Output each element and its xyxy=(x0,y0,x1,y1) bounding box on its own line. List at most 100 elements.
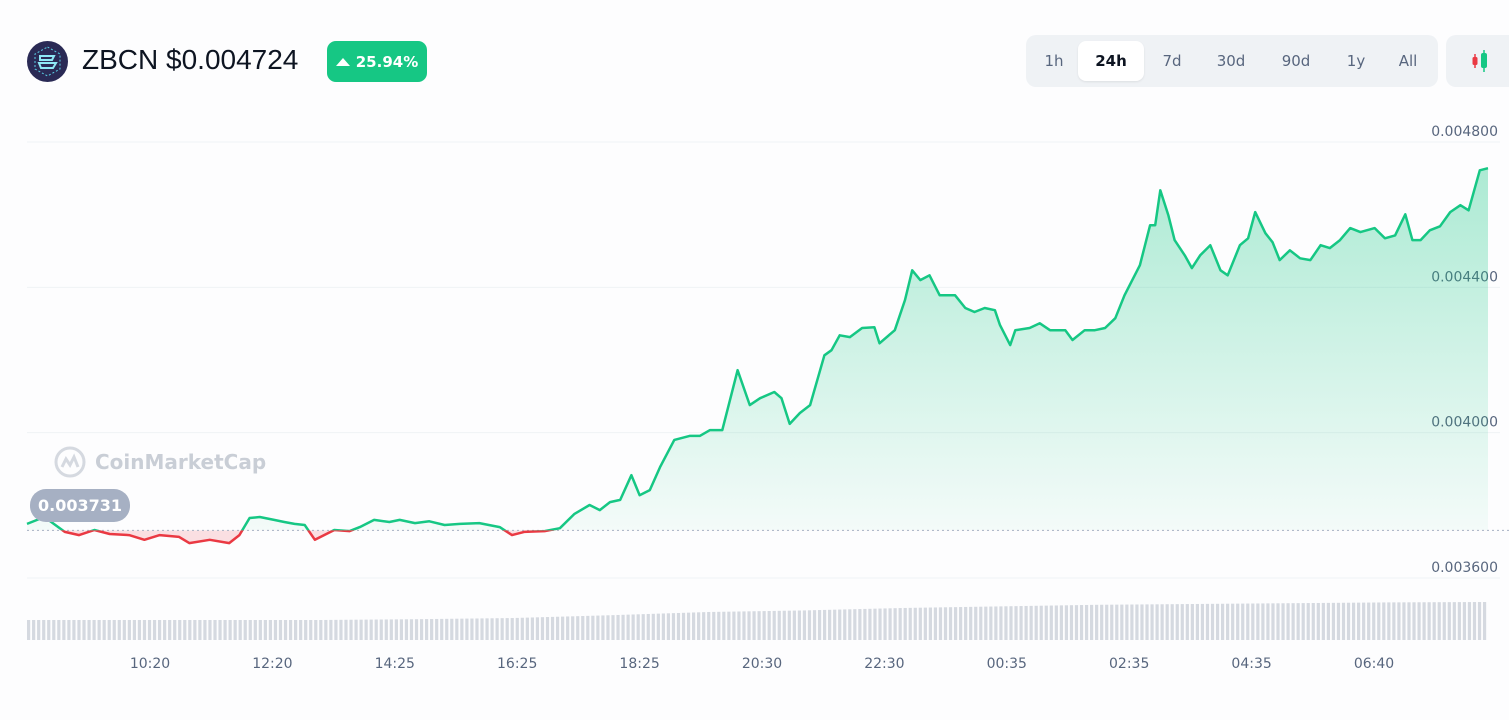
volume-bar xyxy=(399,619,404,640)
volume-bar xyxy=(530,617,534,640)
volume-bar xyxy=(712,611,716,640)
volume-bar xyxy=(616,614,620,640)
tab-1y[interactable]: 1y xyxy=(1346,52,1366,70)
volume-bar xyxy=(1160,604,1164,640)
volume-bar xyxy=(1140,604,1144,640)
volume-bar xyxy=(1251,603,1255,640)
volume-bar xyxy=(515,617,519,640)
volume-bar xyxy=(661,613,665,640)
volume-bar xyxy=(596,615,600,640)
tab-7d[interactable]: 7d xyxy=(1162,52,1182,70)
volume-bar xyxy=(1130,604,1134,640)
volume-bar xyxy=(757,611,761,640)
volume-bar xyxy=(52,620,56,640)
volume-bar xyxy=(1054,605,1058,640)
volume-bar xyxy=(364,619,368,640)
volume-bar xyxy=(117,620,121,640)
price-line-down xyxy=(60,530,555,545)
volume-bar xyxy=(601,615,605,640)
volume-bar xyxy=(455,618,459,640)
volume-bar xyxy=(1220,603,1225,640)
volume-bar xyxy=(853,609,857,640)
volume-bar xyxy=(137,620,142,640)
volume-bar xyxy=(707,611,711,640)
chart-type-button[interactable] xyxy=(1446,35,1509,87)
volume-bar xyxy=(1246,603,1250,640)
volume-bar xyxy=(450,618,454,640)
volume-bar xyxy=(540,617,545,640)
volume-bar xyxy=(843,609,847,640)
volume-bar xyxy=(309,620,313,640)
coin-symbol: ZBCN xyxy=(82,44,159,75)
x-tick-label: 16:25 xyxy=(497,656,537,672)
volume-bar xyxy=(1442,602,1446,640)
volume-bar xyxy=(833,609,837,640)
volume-bar xyxy=(465,618,469,640)
price-area-up xyxy=(27,168,1488,531)
x-tick-label: 22:30 xyxy=(864,656,904,672)
volume-bar xyxy=(329,619,333,640)
volume-bar xyxy=(213,620,217,640)
volume-bar xyxy=(319,619,323,640)
volume-bar xyxy=(1210,603,1215,640)
volume-bar xyxy=(168,620,172,640)
volume-bar xyxy=(1190,604,1194,640)
tab-90d[interactable]: 90d xyxy=(1281,52,1311,70)
x-tick-label: 06:40 xyxy=(1354,656,1394,672)
volume-bar xyxy=(1286,603,1290,640)
volume-bar xyxy=(636,614,640,640)
volume-bar xyxy=(127,620,131,640)
volume-bar xyxy=(1029,605,1033,640)
volume-bar xyxy=(1331,602,1336,640)
volume-bar xyxy=(641,614,645,640)
volume-bar xyxy=(1180,604,1184,640)
volume-bar xyxy=(147,620,152,640)
volume-bar xyxy=(1407,602,1411,640)
volume-bar xyxy=(933,607,938,640)
volume-bar xyxy=(47,620,51,640)
volume-bar xyxy=(1311,603,1315,640)
volume-bar xyxy=(102,620,106,640)
volume-bar xyxy=(435,618,439,640)
volume-bar xyxy=(1362,602,1366,640)
volume-bar xyxy=(430,619,434,640)
volume-bar xyxy=(873,608,877,640)
volume-bar xyxy=(1477,602,1482,640)
volume-bar xyxy=(984,606,988,640)
volume-bar xyxy=(979,606,983,640)
volume-bar xyxy=(424,619,429,640)
volume-bar xyxy=(87,620,91,640)
tab-all[interactable]: All xyxy=(1398,52,1418,70)
tab-30d[interactable]: 30d xyxy=(1216,52,1246,70)
watermark-text: CoinMarketCap xyxy=(95,450,267,474)
volume-bar xyxy=(228,620,232,640)
volume-bar xyxy=(807,610,812,640)
volume-bar xyxy=(1472,602,1477,640)
zebec-logo xyxy=(27,41,68,82)
price-change-badge: 25.94% xyxy=(327,41,427,82)
volume-bar xyxy=(923,607,927,640)
volume-bar xyxy=(1432,602,1436,640)
volume-bar xyxy=(535,617,540,640)
volume-bar xyxy=(1150,604,1154,640)
volume-bar xyxy=(666,613,671,640)
volume-bar xyxy=(107,620,111,640)
volume-bar xyxy=(349,619,353,640)
volume-bar xyxy=(1346,602,1351,640)
volume-bar xyxy=(1422,602,1426,640)
volume-bar xyxy=(1266,603,1270,640)
volume-bar xyxy=(248,620,252,640)
tab-24h[interactable]: 24h xyxy=(1078,41,1144,81)
volume-bar xyxy=(374,619,378,640)
volume-bar xyxy=(777,610,781,640)
volume-bar xyxy=(702,612,706,640)
volume-bar xyxy=(1170,604,1174,640)
volume-bar xyxy=(495,618,499,640)
volume-bar xyxy=(384,619,388,640)
volume-bar xyxy=(883,608,887,640)
tab-1h[interactable]: 1h xyxy=(1044,52,1064,70)
volume-bar xyxy=(122,620,126,640)
volume-bar xyxy=(510,618,514,640)
volume-bar xyxy=(157,620,162,640)
